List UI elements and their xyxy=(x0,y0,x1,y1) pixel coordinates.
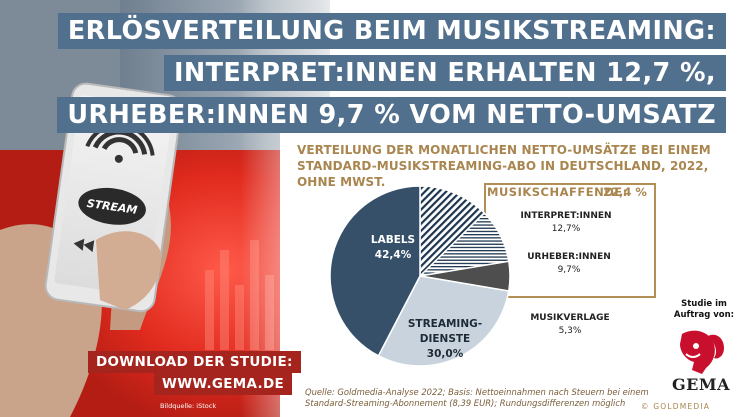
source-line-1: Quelle: Goldmedia-Analyse 2022; Basis: N… xyxy=(305,387,649,397)
pie-slice-labels xyxy=(329,185,421,357)
slice-label-interpret: INTERPRET:INNEN 12,7% xyxy=(518,210,614,236)
pie-slice-streaming-dienste xyxy=(377,275,510,367)
slice-value-musikverlage: 5,3% xyxy=(558,326,582,336)
headline-line-2: INTERPRET:INNEN ERHALTEN 12,7 %, xyxy=(163,55,726,91)
source-line-2: Standard-Streaming-Abonnement (8,39 EUR)… xyxy=(305,398,626,408)
slice-label-urheber: URHEBER:INNEN 9,7% xyxy=(523,251,615,277)
commissioned-by-label: Studie im Auftrag von: xyxy=(673,299,735,320)
slice-label-streaming: STREAMING-DIENSTE 30,0% xyxy=(390,317,500,362)
headline-line-1: ERLÖSVERTEILUNG BEIM MUSIKSTREAMING: xyxy=(57,13,726,49)
slice-name-musikverlage: MUSIKVERLAGE xyxy=(530,313,610,323)
slice-value-interpret: 12,7% xyxy=(551,224,581,234)
slice-name-labels: LABELS xyxy=(370,234,416,246)
headline-line-3: URHEBER:INNEN 9,7 % VOM NETTO-UMSATZ xyxy=(57,97,726,133)
source-note: Quelle: Goldmedia-Analyse 2022; Basis: N… xyxy=(305,387,649,409)
gema-logo-icon xyxy=(680,330,724,374)
slice-name-streaming: STREAMING-DIENSTE xyxy=(407,318,483,345)
slice-label-musikverlage: MUSIKVERLAGE 5,3% xyxy=(520,312,620,338)
image-credit: Bildquelle: iStock xyxy=(160,402,217,410)
slice-value-streaming: 30,0% xyxy=(426,348,464,360)
pie-slice-interpret-innen xyxy=(419,185,486,278)
musikschaffende-value: 22,4 % xyxy=(603,185,647,199)
slice-value-urheber: 9,7% xyxy=(557,265,581,275)
goldmedia-credit: © GOLDMEDIA xyxy=(641,402,711,411)
download-study-label: DOWNLOAD DER STUDIE: xyxy=(88,351,301,373)
slice-label-labels: LABELS 42,4% xyxy=(358,233,428,263)
download-link[interactable]: WWW.GEMA.DE xyxy=(154,373,292,395)
chart-subtitle: VERTEILUNG DER MONATLICHEN NETTO-UMSÄTZE… xyxy=(297,143,711,189)
slice-name-urheber: URHEBER:INNEN xyxy=(527,252,611,262)
pie-chart xyxy=(329,185,511,367)
gema-logo-text: GEMA xyxy=(672,375,730,394)
slice-value-labels: 42,4% xyxy=(374,249,412,261)
musikschaffende-label: MUSIKSCHAFFENDE: xyxy=(487,185,628,199)
slice-name-interpret: INTERPRET:INNEN xyxy=(520,211,612,221)
